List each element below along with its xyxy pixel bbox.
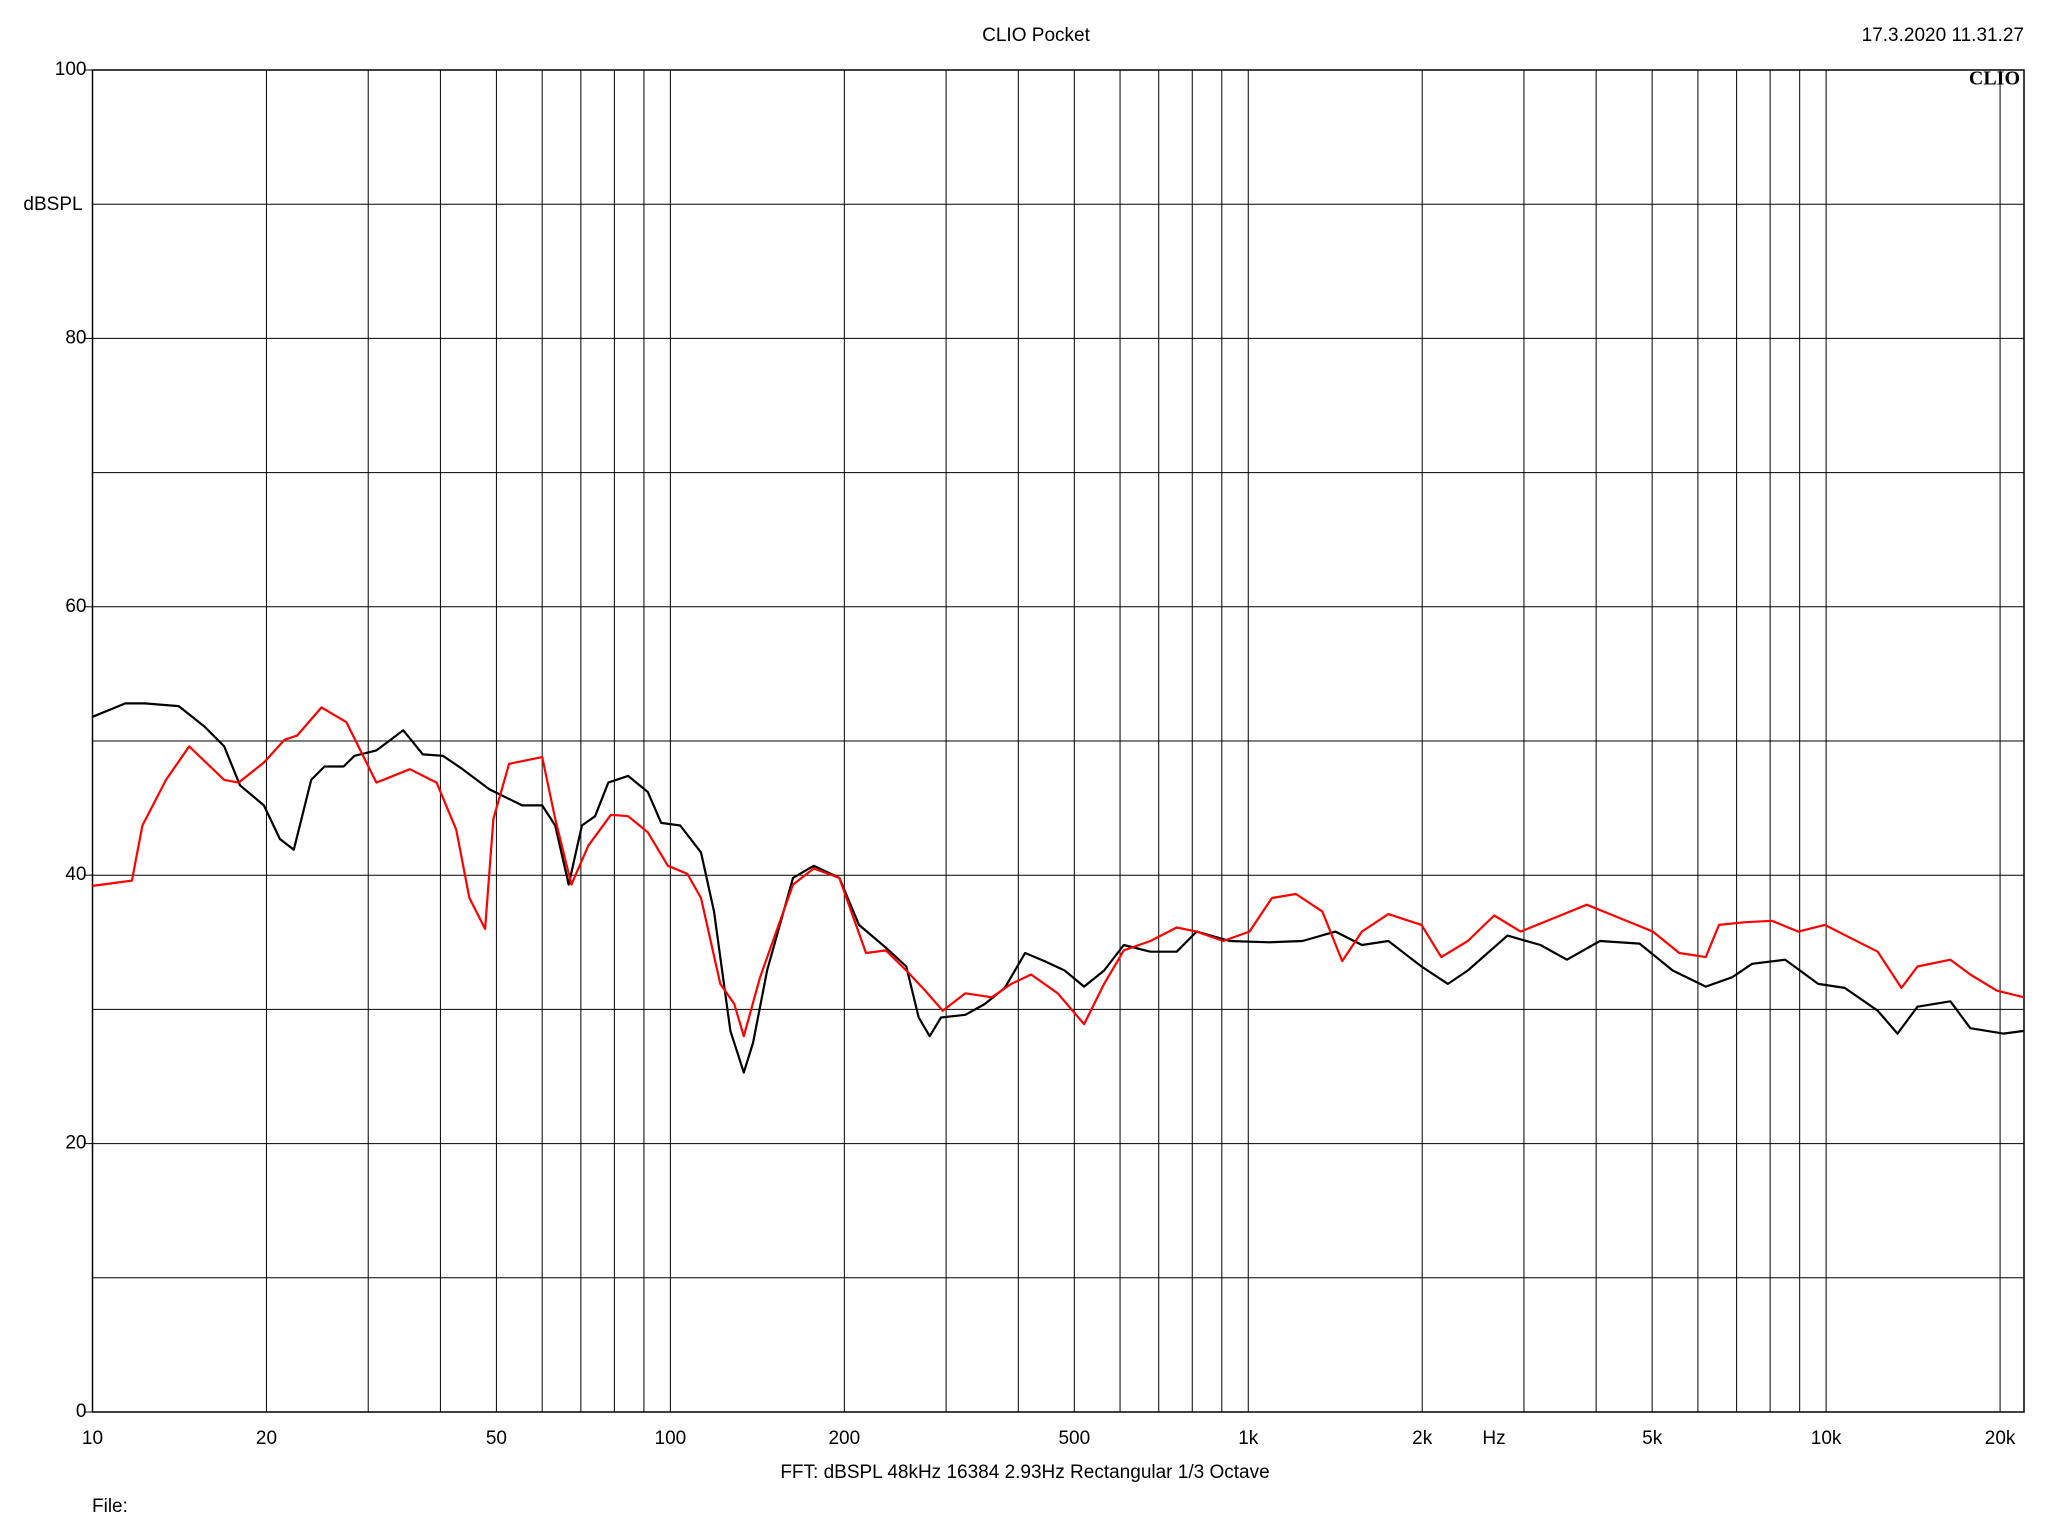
y-tick-label: 20 bbox=[65, 1133, 86, 1154]
data-line bbox=[92, 702, 2025, 1074]
x-tick-label: 100 bbox=[655, 1428, 687, 1449]
x-tick-label: 20k bbox=[1985, 1428, 2016, 1449]
y-tick-label: 60 bbox=[65, 596, 86, 617]
x-tick-label: 10k bbox=[1811, 1428, 1842, 1449]
logo: CLIO bbox=[1969, 68, 2020, 90]
plot-frame bbox=[91, 69, 2025, 1413]
x-axis-label: Hz bbox=[1482, 1428, 1505, 1449]
y-tick-label: 80 bbox=[65, 327, 86, 348]
x-tick-label: 2k bbox=[1412, 1428, 1433, 1449]
x-tick-label: 20 bbox=[256, 1428, 277, 1449]
y-tick-label: 0 bbox=[76, 1401, 87, 1422]
y-axis-label: dBSPL bbox=[23, 194, 82, 215]
x-tick-label: 500 bbox=[1058, 1428, 1090, 1449]
x-tick-label: 200 bbox=[828, 1428, 860, 1449]
x-tick-label: 5k bbox=[1642, 1428, 1663, 1449]
x-tick-label: 10 bbox=[82, 1428, 103, 1449]
timestamp: 17.3.2020 11.31.27 bbox=[1862, 25, 2024, 46]
x-tick-label: 50 bbox=[486, 1428, 507, 1449]
x-tick-label: 1k bbox=[1238, 1428, 1259, 1449]
chart-title: CLIO Pocket bbox=[982, 25, 1090, 46]
y-tick-label: 100 bbox=[55, 59, 87, 80]
y-tick-label: 40 bbox=[65, 864, 86, 885]
file-label: File: bbox=[92, 1496, 128, 1517]
data-line bbox=[92, 706, 2025, 1038]
footer: FFT: dBSPL 48kHz 16384 2.93Hz Rectangula… bbox=[780, 1462, 1269, 1483]
